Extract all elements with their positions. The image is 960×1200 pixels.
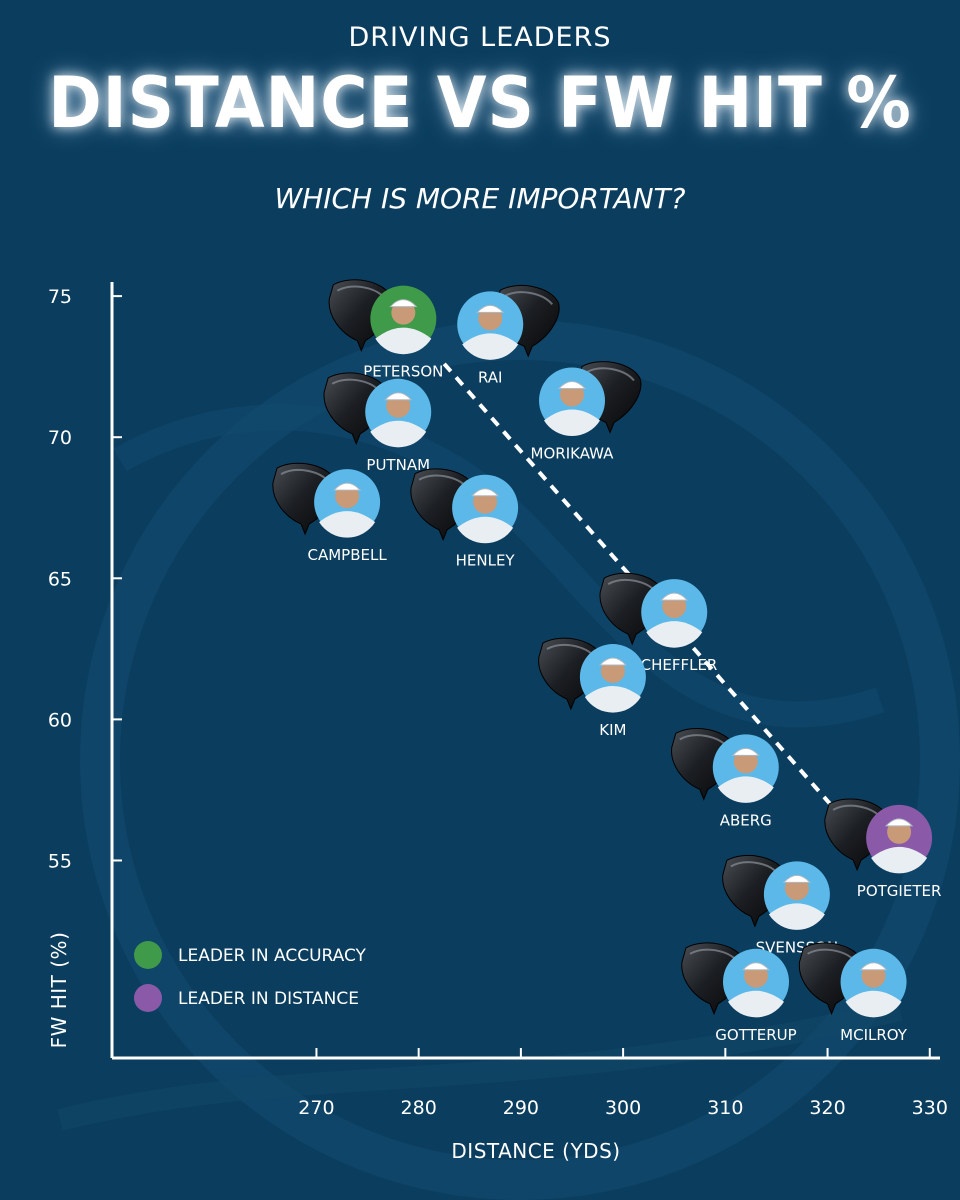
player-label: RAI xyxy=(478,368,503,386)
data-point-potgieter: POTGIETER xyxy=(824,798,942,900)
x-tick-label: 270 xyxy=(298,1097,334,1119)
data-point-kim: KIM xyxy=(538,637,646,739)
legend-swatch xyxy=(134,941,162,969)
data-point-henley: HENLEY xyxy=(410,468,519,570)
player-avatar-icon xyxy=(646,592,703,648)
x-tick-label: 280 xyxy=(401,1097,437,1119)
player-avatar-icon xyxy=(370,392,427,448)
data-points: PETERSON RAI PUTNAM MORIKAWA CAMPBELL HENLEY S… xyxy=(272,279,942,1044)
x-tick-label: 310 xyxy=(707,1097,743,1119)
player-label: KIM xyxy=(599,721,626,739)
legend-item: LEADER IN DISTANCE xyxy=(134,984,359,1012)
data-point-aberg: ABERG xyxy=(671,727,779,829)
y-tick-label: 70 xyxy=(48,427,72,449)
y-tick-label: 75 xyxy=(48,286,72,308)
player-label: PUTNAM xyxy=(366,456,430,474)
data-point-mcilroy: MCILROY xyxy=(798,942,908,1044)
player-label: HENLEY xyxy=(456,552,516,570)
legend-swatch xyxy=(134,984,162,1012)
player-avatar-icon xyxy=(845,962,902,1018)
chart-kicker: DRIVING LEADERS xyxy=(348,22,612,53)
player-avatar-icon xyxy=(584,657,641,713)
player-label: MORIKAWA xyxy=(531,445,615,463)
player-label: CAMPBELL xyxy=(308,546,388,564)
chart-axes: 270 280 290 300 310 320 330 55 60 65 70 75 DISTANCE … xyxy=(47,282,948,1163)
x-tick-label: 320 xyxy=(809,1097,845,1119)
legend-label: LEADER IN ACCURACY xyxy=(178,946,367,966)
player-label: MCILROY xyxy=(840,1026,908,1044)
data-point-morikawa: MORIKAWA xyxy=(531,361,642,463)
x-axis-title: DISTANCE (YDS) xyxy=(451,1139,620,1163)
player-avatar-icon xyxy=(462,304,519,360)
player-avatar-icon xyxy=(871,818,928,874)
x-tick-label: 300 xyxy=(605,1097,641,1119)
data-point-svensson: SVENSSON xyxy=(722,854,838,956)
chart-subtitle: WHICH IS MORE IMPORTANT? xyxy=(274,182,686,215)
legend: LEADER IN ACCURACY LEADER IN DISTANCE xyxy=(134,941,367,1012)
y-axis-title: FW HIT (%) xyxy=(47,932,71,1049)
y-tick-label: 55 xyxy=(48,850,72,872)
data-point-scheffler: SCHEFFLER xyxy=(599,572,717,674)
chart-title: DISTANCE VS FW HIT % xyxy=(48,62,912,144)
player-label: ABERG xyxy=(720,811,772,829)
player-label: GOTTERUP xyxy=(715,1026,796,1044)
player-avatar-icon xyxy=(544,381,600,437)
player-avatar-icon xyxy=(728,962,784,1018)
data-point-rai: RAI xyxy=(457,284,560,386)
legend-item: LEADER IN ACCURACY xyxy=(134,941,367,969)
player-avatar-icon xyxy=(457,488,514,544)
player-avatar-icon xyxy=(768,874,825,930)
data-point-gotterup: GOTTERUP xyxy=(681,942,797,1044)
player-avatar-icon xyxy=(375,299,432,355)
y-tick-label: 60 xyxy=(48,709,72,731)
data-point-campbell: CAMPBELL xyxy=(272,462,388,564)
player-avatar-icon xyxy=(717,747,774,803)
player-label: SCHEFFLER xyxy=(631,656,717,674)
data-point-peterson: PETERSON xyxy=(328,279,443,381)
x-tick-label: 290 xyxy=(503,1097,539,1119)
player-label: POTGIETER xyxy=(857,882,942,900)
player-label: PETERSON xyxy=(363,363,443,381)
legend-label: LEADER IN DISTANCE xyxy=(178,989,359,1009)
y-tick-label: 65 xyxy=(48,568,72,590)
x-tick-label: 330 xyxy=(912,1097,948,1119)
data-point-putnam: PUTNAM xyxy=(323,372,432,474)
player-avatar-icon xyxy=(319,482,376,538)
